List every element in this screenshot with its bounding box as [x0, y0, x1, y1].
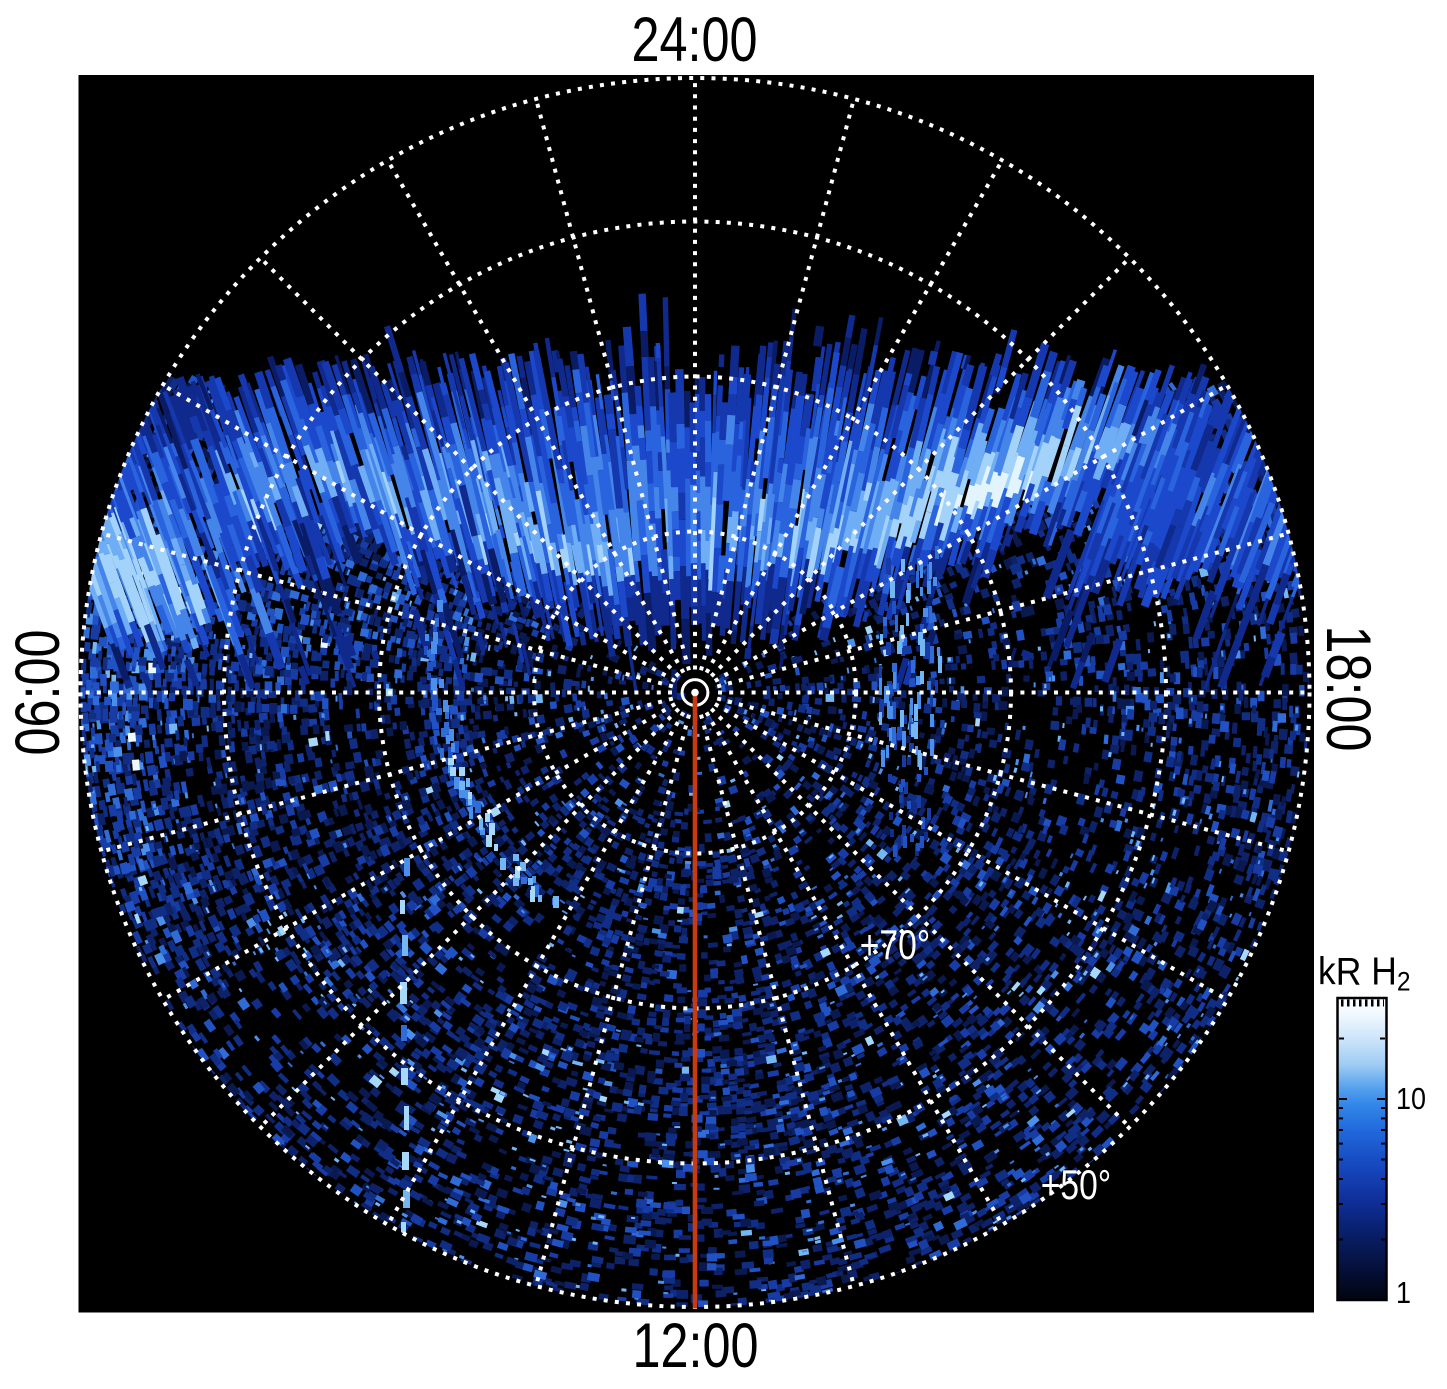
svg-text:+70°: +70°: [860, 923, 930, 969]
svg-text:1: 1: [1396, 1276, 1411, 1310]
svg-text:12:00: 12:00: [632, 1311, 758, 1382]
svg-text:+50°: +50°: [1041, 1163, 1111, 1209]
svg-text:18:00: 18:00: [1313, 625, 1384, 751]
svg-text:kR H2: kR H2: [1318, 949, 1410, 997]
svg-text:10: 10: [1396, 1082, 1426, 1116]
svg-text:24:00: 24:00: [631, 5, 757, 76]
svg-text:06:00: 06:00: [3, 629, 74, 755]
